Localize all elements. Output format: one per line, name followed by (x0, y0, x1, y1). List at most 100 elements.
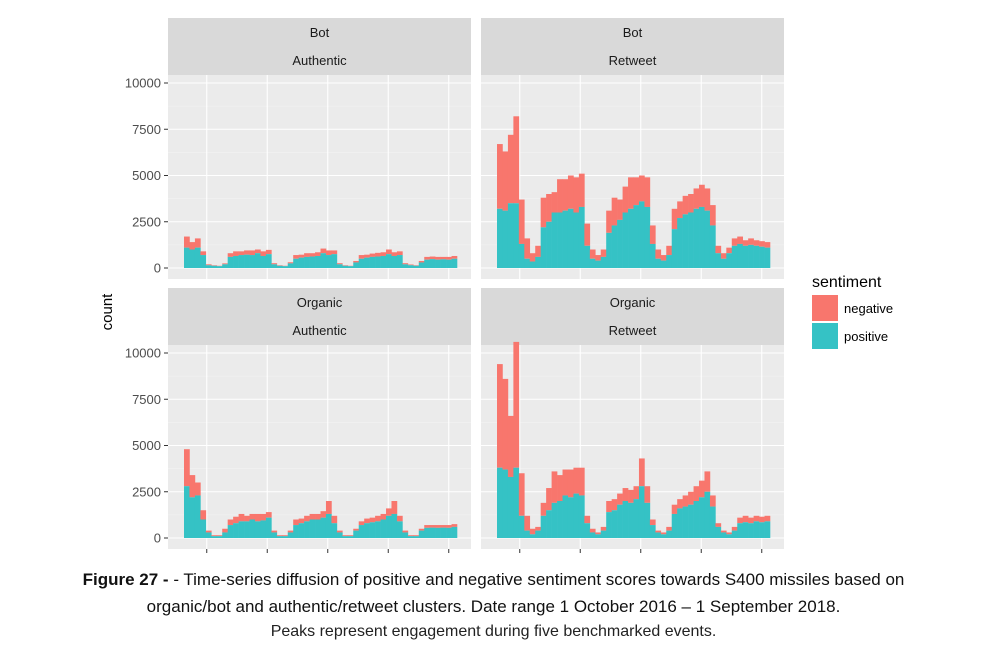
bar-positive (271, 264, 278, 268)
bar-negative (189, 242, 196, 250)
bar-positive (189, 249, 196, 268)
bar-positive (451, 258, 458, 268)
bar-negative (276, 535, 283, 537)
bar-negative (540, 197, 547, 228)
bar-positive (644, 206, 651, 268)
bar-positive (391, 255, 398, 268)
bar-negative (704, 188, 711, 211)
bar-positive (753, 245, 760, 268)
strip-label-top: Bot (623, 25, 643, 40)
bar-negative (529, 528, 536, 535)
bar-negative (699, 480, 705, 498)
bar-negative (606, 501, 612, 513)
bar-positive (660, 534, 667, 538)
bar-positive (184, 486, 190, 538)
bar-positive (709, 506, 716, 538)
bar-positive (189, 497, 196, 538)
bar-negative (304, 515, 310, 522)
bar-negative (276, 265, 283, 266)
bar-negative (222, 263, 228, 265)
bar-negative (546, 488, 552, 511)
bar-positive (557, 501, 563, 538)
bar-positive (249, 255, 256, 268)
bar-negative (644, 177, 651, 207)
bar-positive (309, 519, 316, 538)
bar-negative (211, 265, 218, 266)
bar-positive (502, 210, 509, 268)
bar-positive (309, 256, 316, 268)
bar-positive (194, 247, 201, 268)
bar-positive (222, 264, 228, 268)
bar-positive (573, 212, 580, 268)
bar-negative (649, 519, 656, 526)
y-tick-label: 2500 (132, 484, 161, 499)
caption-line-2: organic/bot and authentic/retweet cluste… (146, 597, 841, 616)
bar-negative (391, 252, 398, 256)
bar-negative (507, 134, 514, 204)
bar-positive (513, 203, 520, 268)
bar-positive (682, 214, 689, 268)
bar-negative (731, 238, 738, 246)
y-tick-label: 5000 (132, 438, 161, 453)
bar-positive (244, 521, 250, 538)
bar-positive (418, 530, 425, 538)
panel-strip (481, 18, 784, 75)
strip-label-bottom: Retweet (609, 323, 657, 338)
panel-strip (168, 288, 471, 345)
bar-positive (671, 229, 678, 268)
bar-positive (396, 521, 403, 538)
bar-negative (435, 525, 441, 528)
bar-positive (573, 493, 580, 538)
caption-line-1: Figure 27 - - Time-series diffusion of p… (0, 566, 987, 593)
bar-negative (347, 535, 354, 537)
bar-positive (265, 517, 272, 538)
legend-label-negative: negative (844, 301, 893, 316)
bar-negative (699, 184, 705, 207)
bar-negative (429, 256, 436, 260)
bar-positive (726, 253, 733, 268)
bar-negative (704, 471, 711, 492)
bar-negative (562, 469, 569, 496)
bar-negative (358, 255, 365, 259)
bar-negative (418, 260, 425, 263)
y-tick-label: 0 (154, 261, 161, 276)
bar-positive (429, 527, 436, 538)
bar-positive (244, 254, 250, 268)
bar-positive (353, 530, 360, 538)
bar-positive (611, 510, 618, 538)
bar-negative (260, 251, 267, 256)
bar-positive (386, 254, 392, 268)
bar-negative (617, 493, 623, 505)
bar-positive (584, 245, 591, 268)
bar-negative (309, 513, 316, 520)
bar-negative (402, 263, 409, 265)
bar-positive (407, 536, 414, 538)
bar-negative (254, 513, 261, 522)
bar-negative (562, 179, 569, 211)
y-tick-label: 10000 (125, 346, 161, 361)
bar-negative (682, 195, 689, 215)
bar-positive (726, 534, 733, 538)
bar-negative (336, 263, 343, 265)
bar-positive (731, 245, 738, 268)
bar-negative (551, 471, 558, 503)
bar-negative (524, 238, 531, 259)
bar-negative (304, 253, 310, 257)
bar-positive (331, 523, 338, 538)
bar-negative (227, 253, 234, 257)
bar-negative (184, 236, 190, 248)
bar-negative (742, 515, 749, 523)
bar-negative (737, 517, 743, 524)
bar-positive (254, 521, 261, 538)
bar-positive (293, 258, 299, 268)
bar-positive (315, 519, 321, 538)
bar-negative (375, 252, 381, 257)
bar-positive (265, 254, 272, 268)
bar-negative (265, 249, 272, 255)
bar-negative (753, 240, 760, 246)
bar-positive (562, 495, 569, 538)
bar-positive (617, 219, 623, 268)
bar-positive (211, 265, 218, 268)
panel-3: Organic Authentic 0 2500 5000 7500 10000 (125, 288, 471, 553)
bar-negative (748, 238, 754, 245)
